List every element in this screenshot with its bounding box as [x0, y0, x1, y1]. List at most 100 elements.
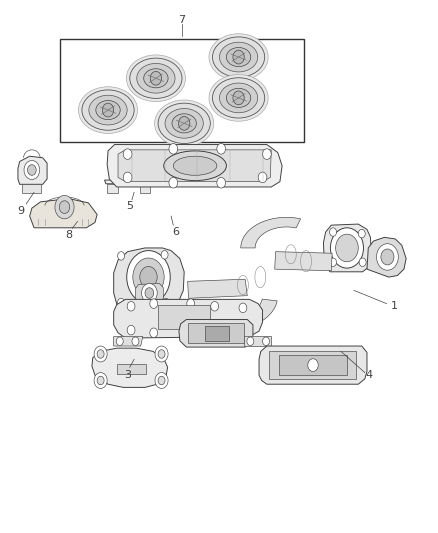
Polygon shape: [92, 348, 168, 387]
Circle shape: [97, 350, 104, 358]
Circle shape: [233, 50, 244, 64]
Text: 3: 3: [124, 370, 131, 380]
Polygon shape: [30, 199, 97, 228]
Ellipse shape: [155, 100, 214, 147]
Ellipse shape: [78, 87, 138, 133]
Circle shape: [381, 249, 394, 265]
Ellipse shape: [219, 42, 258, 72]
Bar: [117, 364, 146, 374]
Circle shape: [187, 299, 194, 309]
Circle shape: [28, 165, 36, 175]
Polygon shape: [114, 336, 143, 346]
Polygon shape: [114, 248, 184, 312]
Bar: [187, 323, 244, 343]
Circle shape: [94, 373, 107, 389]
Polygon shape: [140, 184, 150, 193]
Circle shape: [24, 160, 40, 180]
Ellipse shape: [219, 83, 258, 113]
Circle shape: [116, 337, 123, 345]
Circle shape: [97, 376, 104, 385]
Text: 5: 5: [126, 200, 133, 211]
Circle shape: [330, 228, 364, 268]
Circle shape: [55, 196, 74, 219]
Circle shape: [127, 251, 170, 304]
Circle shape: [262, 149, 271, 159]
Polygon shape: [107, 184, 117, 193]
Circle shape: [233, 91, 244, 105]
Circle shape: [123, 172, 132, 183]
Polygon shape: [179, 319, 253, 347]
Ellipse shape: [209, 75, 268, 121]
Text: 7: 7: [178, 15, 186, 25]
Text: 6: 6: [172, 227, 179, 237]
Circle shape: [145, 288, 154, 298]
Circle shape: [211, 325, 219, 335]
Circle shape: [59, 201, 70, 214]
Circle shape: [123, 149, 132, 159]
Circle shape: [158, 376, 165, 385]
Polygon shape: [367, 237, 406, 277]
Ellipse shape: [130, 58, 182, 99]
Polygon shape: [259, 346, 367, 384]
Ellipse shape: [82, 90, 134, 130]
Circle shape: [258, 172, 267, 183]
Circle shape: [162, 298, 170, 307]
Circle shape: [262, 337, 269, 345]
Circle shape: [155, 373, 168, 389]
Ellipse shape: [226, 47, 251, 67]
Polygon shape: [107, 144, 282, 187]
Polygon shape: [105, 180, 153, 184]
Circle shape: [140, 266, 157, 288]
Circle shape: [169, 177, 178, 188]
Text: 9: 9: [18, 206, 25, 216]
Polygon shape: [241, 217, 300, 248]
Ellipse shape: [212, 37, 265, 77]
Circle shape: [308, 359, 318, 372]
Polygon shape: [244, 336, 271, 346]
Bar: [269, 351, 356, 379]
Circle shape: [239, 303, 247, 313]
Ellipse shape: [172, 114, 196, 133]
Ellipse shape: [209, 34, 268, 80]
Circle shape: [359, 258, 366, 266]
Circle shape: [150, 328, 158, 337]
Circle shape: [117, 298, 124, 307]
Ellipse shape: [164, 151, 226, 181]
Polygon shape: [118, 150, 271, 182]
Circle shape: [329, 228, 336, 236]
Circle shape: [94, 346, 107, 362]
Circle shape: [169, 143, 178, 154]
Text: 1: 1: [391, 301, 398, 311]
Ellipse shape: [144, 69, 168, 88]
Polygon shape: [187, 279, 247, 298]
Circle shape: [141, 284, 157, 303]
Ellipse shape: [89, 95, 127, 125]
Polygon shape: [114, 300, 262, 338]
Circle shape: [150, 299, 158, 309]
Circle shape: [239, 324, 247, 333]
Circle shape: [158, 350, 165, 358]
Circle shape: [102, 103, 114, 117]
Circle shape: [217, 177, 226, 188]
Bar: [279, 355, 346, 375]
Circle shape: [329, 258, 336, 266]
Circle shape: [150, 71, 162, 85]
Bar: [60, 38, 304, 142]
Circle shape: [211, 302, 219, 311]
Circle shape: [115, 179, 121, 186]
Ellipse shape: [173, 156, 217, 175]
Text: 8: 8: [65, 230, 72, 240]
Circle shape: [137, 179, 143, 186]
Circle shape: [132, 337, 139, 345]
Polygon shape: [211, 299, 277, 329]
Circle shape: [217, 143, 226, 154]
Ellipse shape: [226, 88, 251, 108]
Circle shape: [179, 116, 190, 130]
Text: 4: 4: [366, 370, 373, 380]
Circle shape: [127, 325, 135, 335]
Circle shape: [161, 251, 168, 259]
Polygon shape: [18, 156, 47, 184]
Circle shape: [133, 258, 164, 296]
Polygon shape: [22, 184, 42, 193]
Polygon shape: [323, 224, 371, 272]
